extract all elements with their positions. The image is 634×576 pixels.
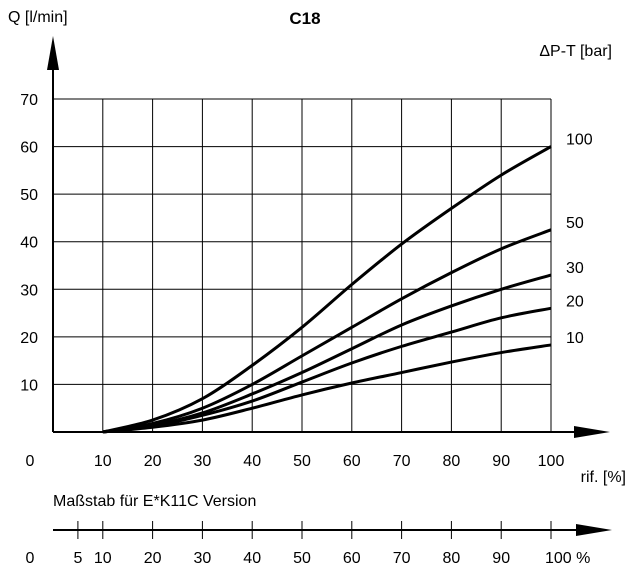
secondary-tick-label: 20 bbox=[144, 550, 162, 567]
secondary-tick-label: 90 bbox=[492, 550, 510, 567]
y-tick-label: 10 bbox=[20, 377, 38, 394]
x-tick-label: 50 bbox=[293, 453, 311, 470]
x-axis-label: rif. [%] bbox=[581, 469, 626, 486]
secondary-axis-arrow bbox=[576, 524, 612, 536]
x-tick-label: 0 bbox=[26, 453, 35, 470]
y-axis-label: Q [l/min] bbox=[8, 9, 68, 26]
x-tick-label: 30 bbox=[194, 453, 212, 470]
x-tick-label: 100 bbox=[538, 453, 565, 470]
x-tick-label: 10 bbox=[94, 453, 112, 470]
secondary-tick-label: 80 bbox=[443, 550, 461, 567]
series-line-100 bbox=[102, 145, 552, 434]
secondary-axis-label: Maßstab für E*K11C Version bbox=[53, 493, 256, 510]
secondary-tick-label: 10 bbox=[94, 550, 112, 567]
series-line-10 bbox=[102, 343, 552, 434]
series-label-100: 100 bbox=[566, 132, 593, 149]
tick-labels: 10 20 30 40 50 60 70 0 10 20 30 40 50 60 70 80 90 100 bbox=[20, 92, 564, 470]
secondary-tick-label: 30 bbox=[194, 550, 212, 567]
secondary-tick-label: 40 bbox=[243, 550, 261, 567]
secondary-tick-label: 50 bbox=[293, 550, 311, 567]
y-tick-label: 40 bbox=[20, 235, 38, 252]
secondary-tick-label: 5 bbox=[73, 550, 82, 567]
y-tick-label: 20 bbox=[20, 330, 38, 347]
curves: 100 50 30 20 10 bbox=[102, 132, 593, 434]
x-tick-label: 80 bbox=[443, 453, 461, 470]
x-tick-label: 40 bbox=[243, 453, 261, 470]
series-label-30: 30 bbox=[566, 260, 584, 277]
series-label-10: 10 bbox=[566, 330, 584, 347]
series-line-20 bbox=[102, 306, 552, 434]
x-tick-label: 70 bbox=[393, 453, 411, 470]
y-tick-label: 30 bbox=[20, 282, 38, 299]
secondary-scale: 0 5 10 20 30 40 50 60 70 80 90 100 % bbox=[26, 521, 612, 567]
x-axis-arrow bbox=[574, 426, 610, 438]
series-label-50: 50 bbox=[566, 215, 584, 232]
legend-title: ΔP-T [bar] bbox=[539, 43, 612, 60]
series-label-20: 20 bbox=[566, 293, 584, 310]
x-tick-label: 60 bbox=[343, 453, 361, 470]
series-line-30 bbox=[102, 273, 552, 434]
grid bbox=[53, 98, 552, 432]
y-tick-label: 70 bbox=[20, 92, 38, 109]
axes bbox=[47, 36, 610, 438]
y-tick-label: 60 bbox=[20, 140, 38, 157]
series-line-50 bbox=[102, 228, 552, 434]
y-tick-label: 50 bbox=[20, 187, 38, 204]
chart-title: C18 bbox=[289, 9, 320, 28]
secondary-tick-label: 100 % bbox=[545, 550, 590, 567]
x-tick-label: 90 bbox=[492, 453, 510, 470]
secondary-tick-label: 70 bbox=[393, 550, 411, 567]
x-tick-label: 20 bbox=[144, 453, 162, 470]
y-axis-arrow bbox=[47, 36, 59, 70]
secondary-tick-label: 0 bbox=[26, 550, 35, 567]
secondary-tick-label: 60 bbox=[343, 550, 361, 567]
